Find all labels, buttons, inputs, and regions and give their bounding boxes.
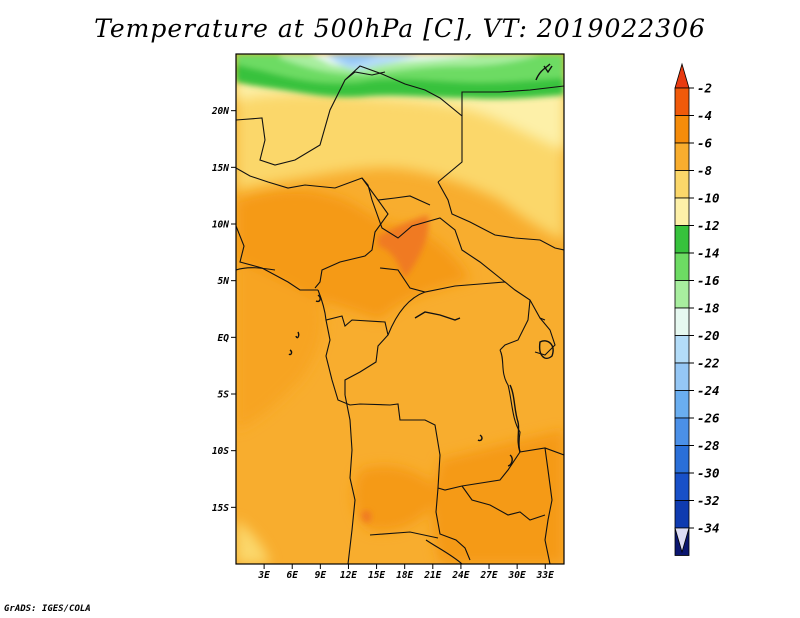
- colorbar-swatch: [674, 362, 690, 391]
- lat-tick-label: 15N: [212, 163, 229, 174]
- colorbar-label: -34: [697, 521, 720, 536]
- colorbar-swatch: [674, 87, 690, 116]
- country-borders: [236, 65, 564, 564]
- lon-tick-label: 21E: [423, 570, 441, 581]
- colorbar-label: -22: [697, 356, 720, 371]
- colorbar-label: -10: [697, 191, 720, 206]
- colorbar-swatch: [674, 472, 690, 501]
- map-frame: [235, 53, 565, 565]
- lat-tick-label: 10S: [212, 446, 229, 457]
- colorbar-top-arrow: [674, 62, 690, 89]
- lon-tick-label: 9E: [315, 570, 327, 581]
- colorbar-swatch: [674, 197, 690, 226]
- latitude-axis: 20N 15N 10N 5N EQ 5S 10S 15S: [211, 106, 236, 514]
- colorbar-label: -14: [697, 246, 720, 261]
- colorbar-label: -26: [697, 411, 720, 426]
- colorbar-swatch: [674, 500, 690, 529]
- temperature-field: [236, 54, 564, 564]
- colorbar-label: -18: [697, 301, 720, 316]
- colorbar-label: -12: [697, 218, 720, 233]
- colorbar-label: -28: [697, 438, 720, 453]
- colorbar-swatch: [674, 115, 690, 144]
- lon-tick-label: 18E: [396, 570, 413, 581]
- colorbar-label: -2: [697, 81, 712, 96]
- colorbar-label: -30: [697, 466, 720, 481]
- colorbar-swatch: [674, 280, 690, 309]
- colorbar-label: -16: [697, 273, 720, 288]
- lat-tick-label: 20N: [211, 106, 229, 117]
- colorbar-swatch: [674, 445, 690, 474]
- lon-tick-label: 15E: [368, 570, 385, 581]
- lat-tick-label: 5N: [218, 276, 230, 287]
- lat-tick-label: 5S: [218, 390, 230, 401]
- lon-tick-label: 33E: [536, 570, 554, 581]
- colorbar-label: -6: [697, 136, 713, 151]
- colorbar-label: -32: [697, 493, 720, 508]
- colorbar-swatch: [674, 390, 690, 419]
- colorbar-swatch: [674, 170, 690, 199]
- colorbar-bottom-arrow: [674, 527, 690, 554]
- colorbar-swatch: [674, 307, 690, 336]
- colorbar-label: -4: [697, 108, 712, 123]
- lat-tick-label: 10N: [212, 220, 229, 231]
- lon-tick-label: 6E: [287, 570, 299, 581]
- colorbar-swatch: [674, 252, 690, 281]
- lon-tick-label: 3E: [257, 570, 270, 581]
- colorbar-swatch: [674, 417, 690, 446]
- grads-credit: GrADS: IGES/COLA: [4, 604, 91, 614]
- lakes-and-islands: [288, 63, 554, 467]
- lon-tick-label: 12E: [340, 570, 357, 581]
- lon-tick-label: 30E: [508, 570, 526, 581]
- colorbar-label: -24: [697, 383, 720, 398]
- colorbar-swatch: [674, 335, 690, 364]
- longitude-axis: 3E 6E 9E 12E 15E 18E 21E 24E 27E 30E 33E: [257, 564, 554, 581]
- colorbar: -2 -4 -6 -8 -10 -12 -14 -16 -18 -20 -22 -24 -26 -28 -3…: [674, 62, 720, 556]
- colorbar-label: -8: [697, 163, 712, 178]
- lat-tick-label: EQ: [218, 333, 230, 344]
- lat-tick-label: 15S: [212, 503, 229, 514]
- colorbar-label: -20: [697, 328, 720, 343]
- map-title: Temperature at 500hPa [C], VT: 201902230…: [94, 14, 706, 43]
- lon-tick-label: 24E: [451, 570, 469, 581]
- colorbar-swatch: [674, 142, 690, 171]
- colorbar-swatch: [674, 225, 690, 254]
- lon-tick-label: 27E: [479, 570, 497, 581]
